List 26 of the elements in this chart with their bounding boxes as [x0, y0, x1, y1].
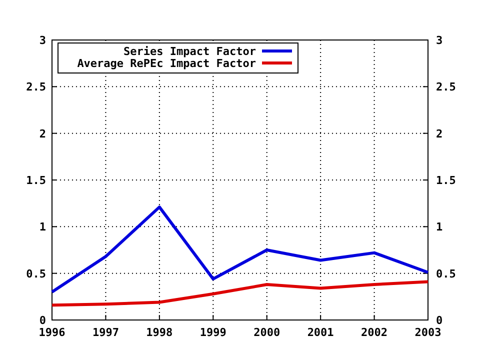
y2-tick-label: 1.5	[436, 174, 456, 187]
x-tick-label: 1996	[38, 326, 66, 339]
y2-tick-label: 2	[436, 127, 443, 140]
y-tick-label: 2.5	[26, 80, 46, 94]
x-tick-label: 2003	[414, 326, 442, 339]
y2-tick-label: 0.5	[436, 267, 456, 280]
legend-label: Average RePEc Impact Factor	[77, 57, 256, 70]
y2-tick-label: 2.5	[436, 80, 456, 94]
x-tick-label: 1998	[146, 326, 173, 339]
x-tick-label: 1999	[200, 326, 226, 339]
y2-tick-label: 1	[436, 220, 443, 234]
x-tick-label: 2002	[361, 326, 388, 339]
line-series	[50, 206, 430, 294]
y2-tick-label: 3	[436, 34, 443, 47]
y-tick-label: 1	[39, 220, 46, 234]
y-tick-label: 0	[39, 314, 46, 327]
x-tick-label: 1997	[92, 326, 119, 339]
y-tick-label: 1.5	[26, 174, 46, 187]
y-tick-label: 2	[39, 127, 46, 140]
y-tick-label: 3	[39, 34, 46, 47]
legend-label: Series Impact Factor	[124, 45, 256, 58]
x-tick-label: 2000	[254, 326, 280, 339]
y2-tick-label: 0	[436, 314, 443, 327]
line-series	[50, 280, 430, 307]
x-tick-label: 2001	[307, 326, 334, 339]
y-tick-label: 0.5	[26, 267, 46, 280]
